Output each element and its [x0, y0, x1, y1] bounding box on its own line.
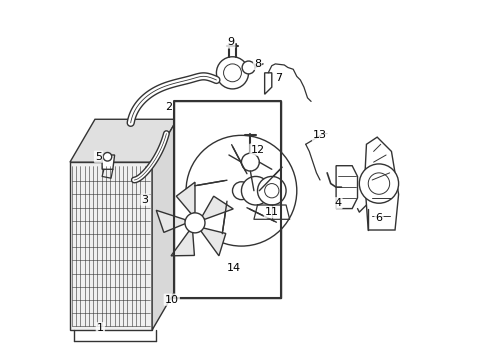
Text: 2: 2 — [165, 102, 172, 112]
Text: 13: 13 — [313, 130, 327, 140]
Circle shape — [359, 164, 398, 203]
Text: 10: 10 — [165, 295, 179, 305]
Circle shape — [242, 61, 255, 74]
Circle shape — [242, 176, 270, 205]
Polygon shape — [70, 119, 177, 162]
Text: 4: 4 — [334, 198, 342, 208]
Text: 6: 6 — [375, 212, 383, 222]
Circle shape — [217, 57, 248, 89]
Text: 1: 1 — [97, 323, 104, 333]
Polygon shape — [152, 119, 177, 330]
Circle shape — [232, 182, 250, 200]
Text: 11: 11 — [265, 207, 279, 217]
Circle shape — [223, 64, 242, 82]
FancyArrowPatch shape — [261, 169, 280, 189]
FancyArrowPatch shape — [197, 181, 224, 185]
Text: 3: 3 — [142, 195, 148, 204]
Text: 9: 9 — [227, 37, 234, 48]
Polygon shape — [365, 137, 398, 230]
Circle shape — [265, 184, 279, 198]
Text: 14: 14 — [227, 262, 242, 273]
Circle shape — [242, 153, 259, 171]
Polygon shape — [201, 228, 226, 256]
FancyArrowPatch shape — [233, 147, 245, 171]
Polygon shape — [201, 196, 233, 219]
Polygon shape — [176, 182, 195, 215]
Text: 8: 8 — [254, 59, 261, 69]
Polygon shape — [265, 73, 272, 94]
Polygon shape — [70, 162, 152, 330]
Polygon shape — [173, 102, 281, 298]
Circle shape — [185, 213, 205, 233]
Polygon shape — [102, 155, 115, 169]
Text: 5: 5 — [95, 152, 102, 162]
Text: 12: 12 — [250, 145, 265, 155]
Circle shape — [103, 153, 112, 161]
Circle shape — [258, 176, 286, 205]
Polygon shape — [171, 231, 195, 256]
Circle shape — [368, 173, 390, 194]
Circle shape — [186, 135, 297, 246]
Polygon shape — [336, 166, 358, 208]
FancyArrowPatch shape — [222, 204, 226, 231]
Polygon shape — [156, 210, 186, 233]
FancyArrowPatch shape — [249, 209, 274, 221]
Text: 7: 7 — [275, 73, 283, 83]
